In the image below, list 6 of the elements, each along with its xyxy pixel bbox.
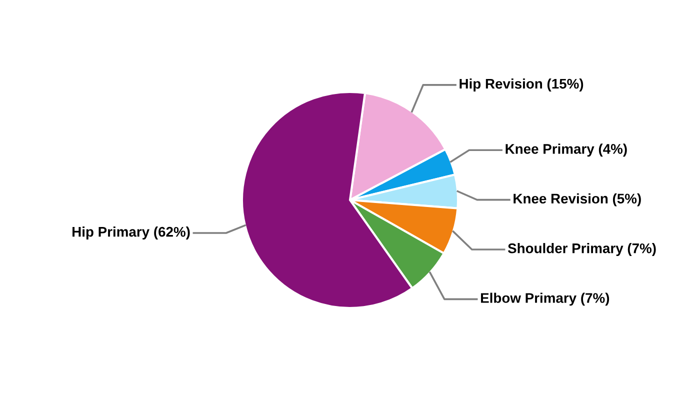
slice-label: Hip Primary (62%): [72, 226, 190, 240]
slice-label: Knee Revision (5%): [514, 193, 641, 206]
slice-label: Shoulder Primary (7%): [508, 243, 656, 256]
slice-label: Elbow Primary (7%): [481, 292, 610, 306]
slice-label: Hip Revision (15%): [460, 78, 584, 92]
slice-label: Knee Primary (4%): [506, 144, 627, 157]
